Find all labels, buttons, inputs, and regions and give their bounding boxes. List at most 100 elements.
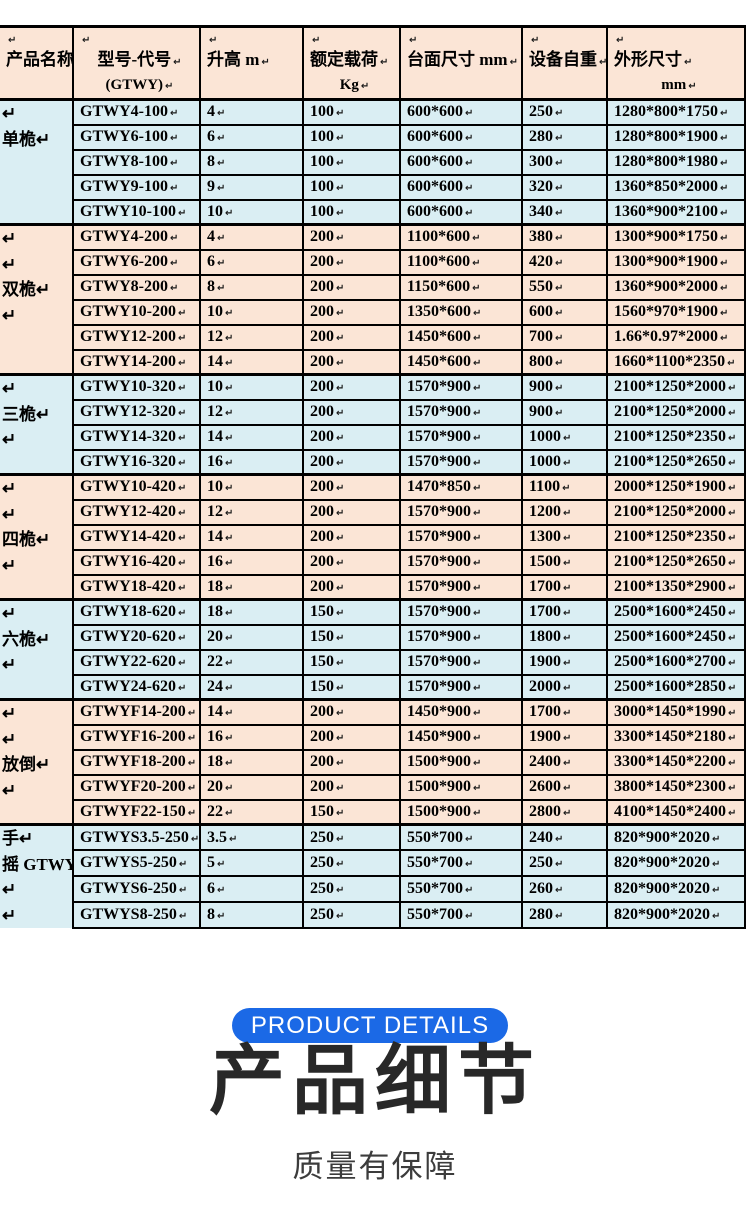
cell-value: 1570*900	[407, 452, 471, 470]
cell-value: 100	[310, 178, 334, 195]
cell-value: 150	[310, 628, 334, 645]
cell-weight: 900 ↵	[521, 373, 608, 401]
cell-rated-load: 250 ↵	[302, 849, 401, 878]
cell-lift-height: 20 ↵	[199, 773, 304, 801]
cell-model: GTWY4-100 ↵	[72, 98, 201, 126]
cell-value: 1200	[529, 503, 561, 520]
cell-value: 1360*850*2000	[614, 178, 718, 195]
cell-platform-size: 600*600 ↵	[399, 123, 523, 151]
paragraph-mark: ↵	[336, 133, 345, 144]
paragraph-mark: ↵	[178, 308, 187, 319]
cell-value: 1470*850	[407, 478, 471, 496]
cell-value: GTWY12-320	[80, 403, 176, 420]
paragraph-mark: ↵	[563, 582, 572, 594]
cell-lift-height: 16 ↵	[199, 723, 304, 751]
table-row: ↵ ↵ 放倒↵ ↵ GTWYF14-200 ↵ 14 ↵ 200 ↵ 1450*900 ↵ 1700 ↵ 3…	[0, 698, 746, 826]
cell-value: 18	[207, 577, 223, 595]
cell-value: 3800*1450*2300	[614, 778, 726, 795]
paragraph-mark: ↵	[555, 183, 564, 194]
paragraph-mark: ↵	[728, 533, 737, 544]
paragraph-mark: ↵	[473, 807, 482, 819]
cell-lift-height: 5 ↵	[199, 849, 304, 878]
paragraph-mark: ↵	[178, 433, 187, 444]
group-name-line: ↵	[2, 229, 17, 248]
paragraph-mark: ↵	[720, 183, 729, 194]
cell-lift-height: 10 ↵	[199, 198, 304, 226]
cell-value: 200	[310, 403, 334, 420]
paragraph-mark: ↵	[563, 608, 572, 620]
group-name-line: ↵	[2, 604, 17, 623]
cell-value: 200	[310, 577, 334, 595]
group-name-line: ↵	[2, 504, 17, 524]
cell-value: 1570*900	[407, 628, 471, 645]
paragraph-mark: ↵	[225, 483, 234, 495]
group-name-line: ↵	[2, 104, 17, 123]
cell-value: 550*700	[407, 854, 463, 872]
table-row: ↵ ↵ 双桅↵ ↵ GTWY4-200 ↵ 4 ↵ 200 ↵ 1100*600 ↵ 380 ↵ 1300*…	[0, 223, 746, 376]
cell-overall-size: 1560*970*1900 ↵	[606, 298, 746, 326]
cell-platform-size: 1450*600 ↵	[399, 348, 523, 376]
paragraph-mark: ↵	[728, 633, 737, 644]
cell-model: GTWY12-320 ↵	[72, 398, 201, 426]
paragraph-mark: ↵	[473, 608, 482, 620]
cell-overall-size: 2100*1250*2350 ↵	[606, 523, 746, 551]
cell-value: 1800	[529, 628, 561, 645]
paragraph-mark: ↵	[170, 183, 179, 194]
paragraph-mark: ↵	[563, 658, 572, 669]
cell-model: GTWY18-620 ↵	[72, 598, 201, 626]
paragraph-mark: ↵	[563, 758, 572, 769]
paragraph-mark: ↵	[473, 533, 482, 544]
paragraph-mark: ↵	[336, 207, 345, 219]
cell-value: 300	[529, 153, 553, 170]
group-name-line: ↵	[2, 704, 17, 723]
cell-weight: 700 ↵	[521, 323, 608, 351]
paragraph-mark: ↵	[728, 582, 737, 594]
cell-overall-size: 820*900*2020 ↵	[606, 823, 746, 852]
cell-value: 5	[207, 854, 215, 872]
cell-overall-size: 3800*1450*2300 ↵	[606, 773, 746, 801]
paragraph-mark: ↵	[555, 207, 564, 219]
cell-value: 800	[529, 352, 553, 370]
cell-platform-size: 600*600 ↵	[399, 98, 523, 126]
paragraph-mark: ↵	[178, 911, 188, 923]
cell-weight: 380 ↵	[521, 223, 608, 251]
paragraph-mark: ↵	[336, 158, 345, 169]
cell-value: 4	[207, 228, 215, 246]
cell-rated-load: 200 ↵	[302, 448, 401, 476]
cell-model: GTWYS6-250 ↵	[72, 875, 201, 904]
cell-model: GTWY18-420 ↵	[72, 573, 201, 601]
group-name-line: 摇 GTWY	[2, 854, 72, 874]
group-name-line: ↵	[2, 729, 17, 749]
paragraph-mark: ↵	[178, 508, 187, 519]
table-row: ↵ 三桅↵ ↵ GTWY10-320 ↵ 10 ↵ 200 ↵ 1570*900 ↵ 900 ↵ 2100…	[0, 373, 746, 476]
cell-platform-size: 600*600 ↵	[399, 173, 523, 201]
paragraph-mark: ↵	[563, 682, 572, 694]
paragraph-mark: ↵	[225, 433, 234, 444]
cell-rated-load: 200 ↵	[302, 473, 401, 501]
group-name-line: ↵	[2, 880, 17, 899]
cell-model: GTWY4-200 ↵	[72, 223, 201, 251]
col-header-5: ↵ 设备自重 ↵	[521, 25, 608, 101]
cell-value: 280	[529, 128, 553, 145]
cell-value: 2400	[529, 753, 561, 770]
cell-platform-size: 1570*900 ↵	[399, 598, 523, 626]
paragraph-mark: ↵	[465, 207, 474, 219]
cell-value: 820*900*2020	[614, 880, 710, 898]
paragraph-mark: ↵	[473, 457, 482, 469]
cell-rated-load: 250 ↵	[302, 823, 401, 852]
cell-value: 100	[310, 202, 334, 220]
cell-value: 1450*900	[407, 728, 471, 745]
paragraph-mark: ↵	[225, 457, 234, 469]
cell-platform-size: 1500*900 ↵	[399, 748, 523, 776]
cell-value: 1450*600	[407, 328, 471, 345]
cell-value: GTWY14-320	[80, 428, 176, 445]
paragraph-mark: ↵	[360, 81, 370, 92]
cell-value: 24	[207, 677, 223, 695]
cell-model: GTWYS3.5-250 ↵	[72, 823, 201, 852]
cell-overall-size: 1360*900*2100 ↵	[606, 198, 746, 226]
cell-value: 8	[207, 153, 215, 170]
cell-weight: 250 ↵	[521, 849, 608, 878]
paragraph-mark: ↵	[336, 859, 345, 871]
cell-model: GTWY14-320 ↵	[72, 423, 201, 451]
cell-value: 200	[310, 228, 334, 246]
